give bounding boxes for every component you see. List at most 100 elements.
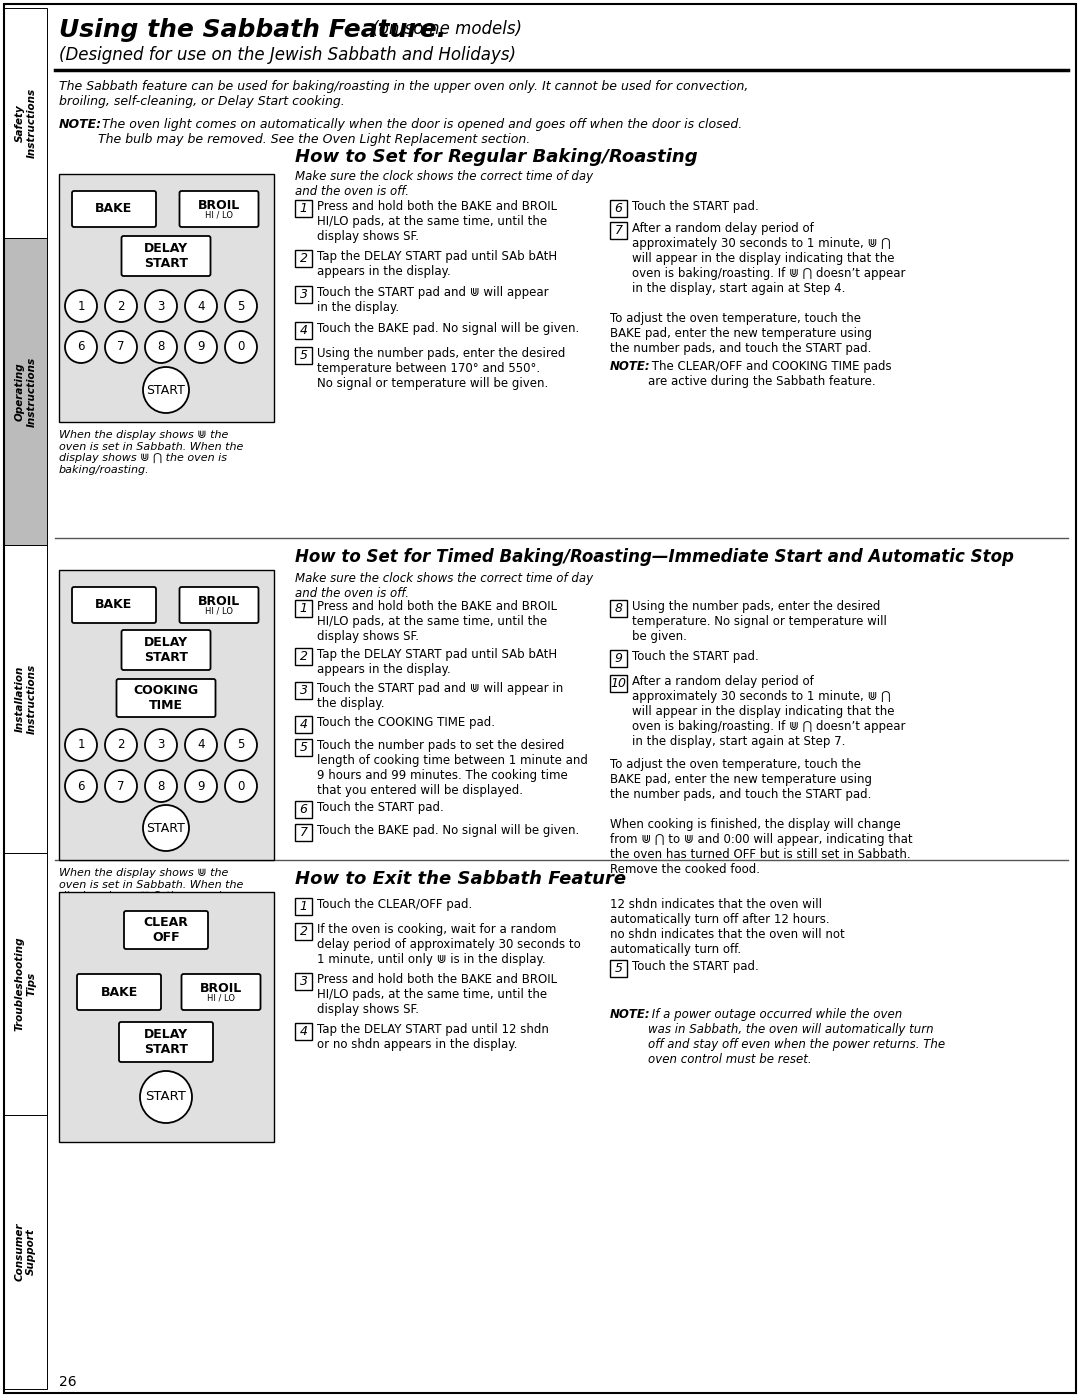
Text: 1: 1 — [299, 602, 308, 615]
Text: BROIL: BROIL — [198, 595, 240, 608]
Text: 9: 9 — [198, 780, 205, 792]
Text: Operating
Instructions: Operating Instructions — [15, 356, 37, 426]
Bar — [59, 893, 274, 1141]
Text: To adjust the oven temperature, touch the
BAKE pad, enter the new temperature us: To adjust the oven temperature, touch th… — [610, 312, 872, 355]
Text: Press and hold both the BAKE and BROIL
HI/LO pads, at the same time, until the
d: Press and hold both the BAKE and BROIL H… — [318, 972, 557, 1016]
Bar — [295, 200, 312, 217]
Text: How to Exit the Sabbath Feature: How to Exit the Sabbath Feature — [295, 870, 626, 888]
Bar — [295, 1023, 312, 1039]
FancyBboxPatch shape — [124, 911, 208, 949]
Text: 26: 26 — [59, 1375, 77, 1389]
Text: After a random delay period of
approximately 30 seconds to 1 minute, ⋓ ⋂
will ap: After a random delay period of approxima… — [632, 675, 905, 747]
Text: 8: 8 — [158, 780, 164, 792]
Circle shape — [140, 1071, 192, 1123]
FancyBboxPatch shape — [179, 587, 258, 623]
Text: Make sure the clock shows the correct time of day
and the oven is off.: Make sure the clock shows the correct ti… — [295, 170, 593, 198]
Bar — [610, 599, 627, 617]
Text: Consumer
Support: Consumer Support — [15, 1222, 37, 1281]
Circle shape — [143, 367, 189, 414]
Bar — [59, 570, 274, 861]
Text: 0: 0 — [238, 780, 245, 792]
Text: When the display shows ⋓ the
oven is set in Sabbath. When the
display shows ⋓ ⋂ : When the display shows ⋓ the oven is set… — [59, 868, 243, 912]
Text: (on some models): (on some models) — [367, 20, 522, 38]
Text: 4: 4 — [299, 1025, 308, 1038]
Text: Touch the START pad and ⋓ will appear
in the display.: Touch the START pad and ⋓ will appear in… — [318, 286, 549, 314]
Circle shape — [225, 291, 257, 321]
Text: 6: 6 — [299, 803, 308, 816]
Text: The CLEAR/OFF and COOKING TIME pads
are active during the Sabbath feature.: The CLEAR/OFF and COOKING TIME pads are … — [648, 360, 892, 388]
Text: Touch the START pad and ⋓ will appear in
the display.: Touch the START pad and ⋓ will appear in… — [318, 682, 564, 710]
Text: BAKE: BAKE — [95, 203, 133, 215]
Text: Touch the START pad.: Touch the START pad. — [632, 200, 759, 212]
Text: Touch the START pad.: Touch the START pad. — [318, 800, 444, 814]
Text: START: START — [146, 1091, 187, 1104]
Circle shape — [145, 770, 177, 802]
FancyBboxPatch shape — [121, 236, 211, 277]
Text: Touch the COOKING TIME pad.: Touch the COOKING TIME pad. — [318, 717, 495, 729]
Text: 2: 2 — [299, 251, 308, 265]
Circle shape — [185, 729, 217, 761]
Circle shape — [145, 291, 177, 321]
Text: 3: 3 — [299, 685, 308, 697]
Bar — [4, 545, 48, 854]
Text: When the display shows ⋓ the
oven is set in Sabbath. When the
display shows ⋓ ⋂ : When the display shows ⋓ the oven is set… — [59, 430, 243, 475]
Text: 8: 8 — [158, 341, 164, 353]
Bar — [4, 8, 48, 237]
Text: BROIL: BROIL — [200, 982, 242, 995]
Text: Make sure the clock shows the correct time of day
and the oven is off.: Make sure the clock shows the correct ti… — [295, 571, 593, 599]
Text: Touch the CLEAR/OFF pad.: Touch the CLEAR/OFF pad. — [318, 898, 472, 911]
Text: NOTE:: NOTE: — [59, 117, 103, 131]
Text: How to Set for Regular Baking/Roasting: How to Set for Regular Baking/Roasting — [295, 148, 698, 166]
Text: 0: 0 — [238, 341, 245, 353]
Bar — [295, 286, 312, 303]
Circle shape — [105, 331, 137, 363]
Text: DELAY
START: DELAY START — [144, 1028, 188, 1056]
Text: Using the Sabbath Feature.: Using the Sabbath Feature. — [59, 18, 446, 42]
Bar — [295, 923, 312, 940]
Text: Troubleshooting
Tips: Troubleshooting Tips — [15, 937, 37, 1031]
Text: Touch the BAKE pad. No signal will be given.: Touch the BAKE pad. No signal will be gi… — [318, 321, 579, 335]
Text: When cooking is finished, the display will change
from ⋓ ⋂ to ⋓ and 0:00 will ap: When cooking is finished, the display wi… — [610, 819, 913, 876]
Text: The Sabbath feature can be used for baking/roasting in the upper oven only. It c: The Sabbath feature can be used for baki… — [59, 80, 748, 108]
Circle shape — [105, 729, 137, 761]
Text: 12 shdn indicates that the oven will
automatically turn off after 12 hours.
no s: 12 shdn indicates that the oven will aut… — [610, 898, 845, 956]
Bar — [59, 175, 274, 422]
Text: 8: 8 — [615, 602, 622, 615]
Text: 2: 2 — [299, 650, 308, 664]
Text: 4: 4 — [198, 299, 205, 313]
FancyBboxPatch shape — [77, 974, 161, 1010]
Bar — [295, 898, 312, 915]
Text: BAKE: BAKE — [100, 985, 137, 999]
Text: Using the number pads, enter the desired
temperature. No signal or temperature w: Using the number pads, enter the desired… — [632, 599, 887, 643]
Text: 6: 6 — [78, 780, 84, 792]
Text: 6: 6 — [615, 203, 622, 215]
FancyBboxPatch shape — [121, 630, 211, 671]
Text: 1: 1 — [299, 900, 308, 914]
FancyBboxPatch shape — [179, 191, 258, 226]
Text: 1: 1 — [78, 739, 84, 752]
Bar — [610, 222, 627, 239]
Bar — [295, 717, 312, 733]
Circle shape — [65, 331, 97, 363]
Text: Tap the DELAY START pad until SAb bAtH
appears in the display.: Tap the DELAY START pad until SAb bAtH a… — [318, 250, 557, 278]
Bar — [295, 599, 312, 617]
Text: How to Set for Timed Baking/Roasting—Immediate Start and Automatic Stop: How to Set for Timed Baking/Roasting—Imm… — [295, 548, 1014, 566]
Circle shape — [105, 770, 137, 802]
Bar — [295, 682, 312, 698]
Text: 5: 5 — [299, 349, 308, 362]
Text: 7: 7 — [118, 341, 125, 353]
Bar — [295, 346, 312, 365]
FancyBboxPatch shape — [72, 587, 156, 623]
Text: Touch the BAKE pad. No signal will be given.: Touch the BAKE pad. No signal will be gi… — [318, 824, 579, 837]
Bar — [295, 800, 312, 819]
Text: Touch the START pad.: Touch the START pad. — [632, 960, 759, 972]
Circle shape — [143, 805, 189, 851]
Bar — [4, 854, 48, 1115]
Text: 6: 6 — [78, 341, 84, 353]
Circle shape — [225, 331, 257, 363]
Text: BROIL: BROIL — [198, 198, 240, 212]
Text: 5: 5 — [299, 740, 308, 754]
Text: To adjust the oven temperature, touch the
BAKE pad, enter the new temperature us: To adjust the oven temperature, touch th… — [610, 759, 872, 800]
Text: 3: 3 — [299, 975, 308, 988]
Text: Installation
Instructions: Installation Instructions — [15, 664, 37, 733]
